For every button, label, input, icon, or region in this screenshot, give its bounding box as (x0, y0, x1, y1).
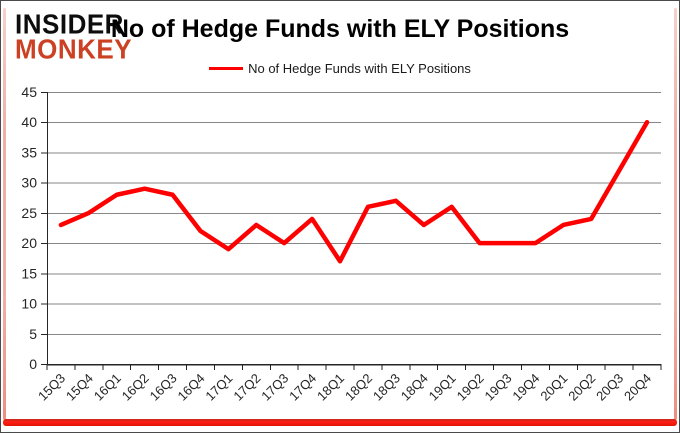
x-tick-label: 19Q4 (509, 371, 542, 404)
insider-monkey-logo: INSIDER MONKEY (15, 7, 133, 66)
x-tick-label: 18Q2 (342, 371, 375, 404)
x-tick-label: 17Q2 (230, 371, 263, 404)
y-tick-label: 0 (29, 356, 37, 372)
y-tick-label: 30 (21, 175, 37, 191)
x-tick-label: 19Q1 (426, 371, 459, 404)
x-tick-label: 15Q3 (35, 371, 68, 404)
y-tick-label: 5 (29, 326, 37, 342)
x-tick-label: 20Q2 (565, 371, 598, 404)
legend: No of Hedge Funds with ELY Positions (1, 61, 679, 76)
y-tick-label: 25 (21, 205, 37, 221)
x-tick-label: 15Q4 (63, 371, 96, 404)
x-tick-label: 17Q4 (286, 371, 319, 404)
x-tick-label: 18Q4 (398, 371, 431, 404)
y-tick-label: 45 (21, 84, 37, 100)
x-tick-label: 20Q3 (593, 371, 626, 404)
y-tick-label: 15 (21, 265, 37, 281)
y-tick-label: 35 (21, 144, 37, 160)
x-tick-label: 17Q3 (258, 371, 291, 404)
y-tick-label: 40 (21, 114, 37, 130)
legend-label: No of Hedge Funds with ELY Positions (248, 61, 471, 76)
logo-line-insider: INSIDER (15, 7, 124, 40)
x-tick-label: 18Q3 (370, 371, 403, 404)
x-tick-label: 16Q3 (147, 371, 180, 404)
y-tick-label: 20 (21, 235, 37, 251)
bottom-accent-bar (3, 419, 677, 426)
series-line (58, 119, 650, 264)
x-tick-label: 18Q1 (314, 371, 347, 404)
x-tick-label: 20Q1 (537, 371, 570, 404)
x-tick-label: 16Q2 (119, 371, 152, 404)
logo-line-monkey: MONKEY (15, 33, 133, 66)
x-tick-label: 16Q1 (91, 371, 124, 404)
x-tick-label: 16Q4 (175, 371, 208, 404)
y-tick-label: 10 (21, 296, 37, 312)
legend-line-swatch (209, 66, 244, 71)
x-tick-label: 19Q3 (482, 371, 515, 404)
x-tick-label: 19Q2 (454, 371, 487, 404)
page-title: No of Hedge Funds with ELY Positions (110, 15, 570, 43)
x-tick-label: 17Q1 (202, 371, 235, 404)
x-tick-label: 20Q4 (621, 371, 654, 404)
right-accent-strip (674, 8, 677, 420)
left-accent-strip (3, 8, 6, 420)
